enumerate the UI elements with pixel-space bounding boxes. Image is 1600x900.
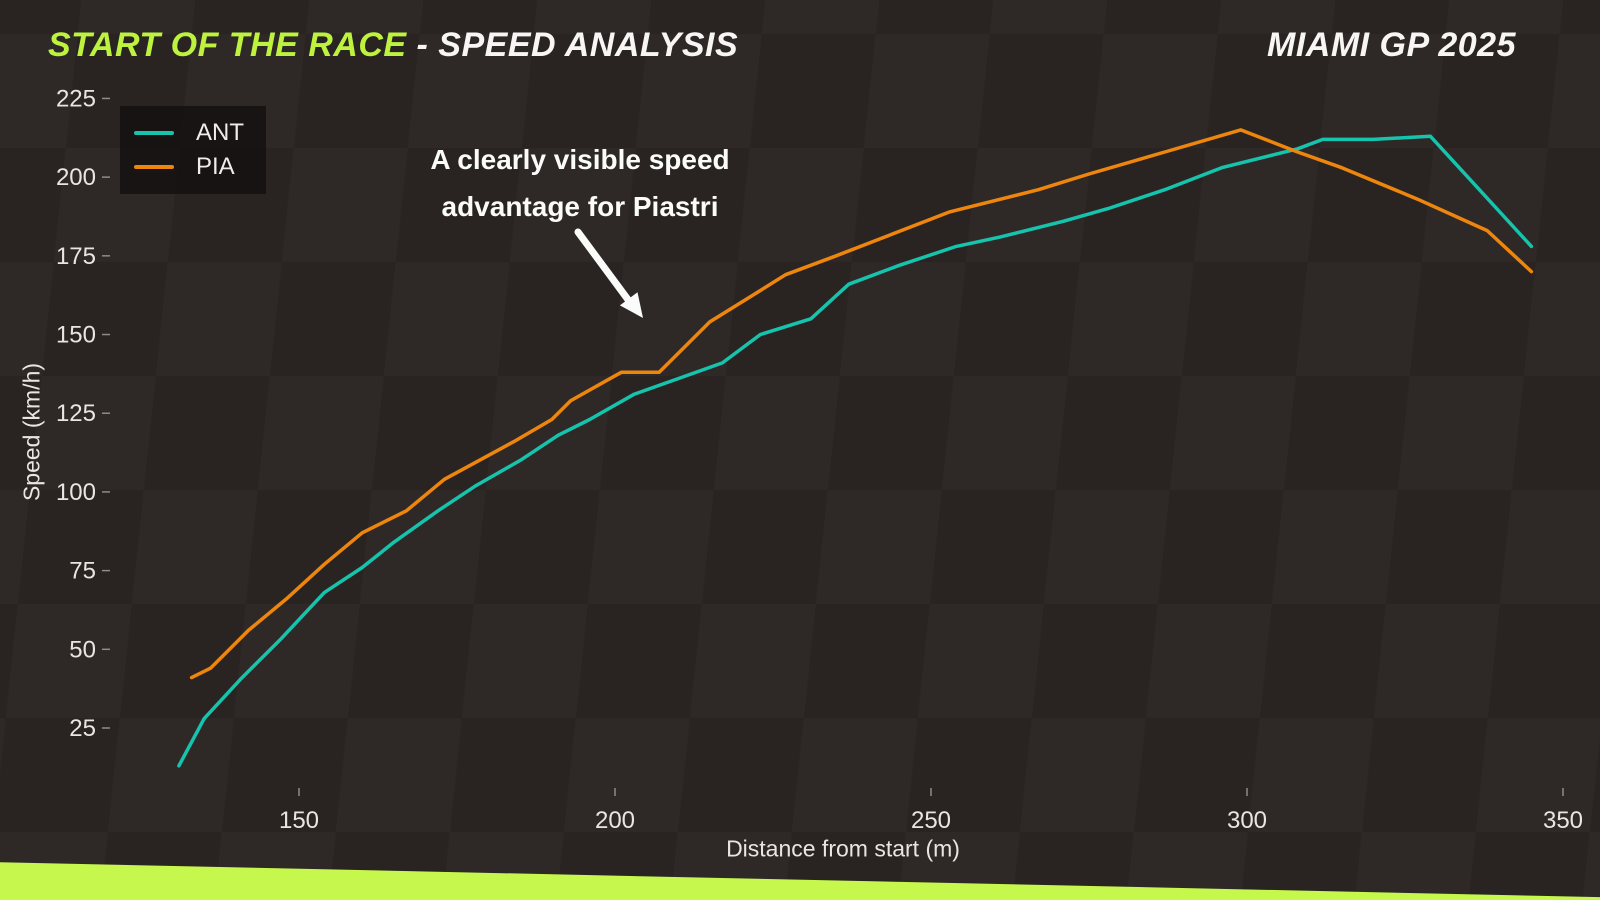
legend-label-pia: PIA: [196, 153, 235, 180]
y-tick-label: 75: [69, 558, 96, 585]
series-line-pia: [189, 128, 1534, 680]
x-tick-label: 300: [1227, 807, 1267, 834]
x-tick-label: 200: [595, 807, 635, 834]
x-tick-label: 350: [1543, 807, 1583, 834]
y-tick-label: 25: [69, 715, 96, 742]
x-axis-label: Distance from start (m): [726, 835, 960, 862]
annotation-arrow: [574, 228, 643, 318]
legend-item-pia: PIA: [134, 150, 252, 184]
series-lines: [177, 128, 1534, 768]
series-line-ant: [177, 134, 1534, 768]
annotation-text: A clearly visible speed advantage for Pi…: [430, 144, 730, 222]
y-tick-label: 100: [56, 479, 96, 506]
legend: ANT PIA: [120, 106, 266, 194]
legend-label-ant: ANT: [196, 119, 244, 146]
pia-line-swatch: [134, 165, 174, 169]
x-tick-label: 250: [911, 807, 951, 834]
page-title-rest: - SPEED ANALYSIS: [406, 26, 739, 64]
y-axis-label: Speed (km/h): [18, 362, 45, 502]
event-title: MIAMI GP 2025: [1267, 26, 1516, 64]
axis-ticks: 150 200 250 300 350 25 50 75 100 125 150 175 200 225: [56, 85, 1583, 834]
y-tick-label: 200: [56, 164, 96, 191]
ant-line-swatch: [134, 131, 174, 135]
page-title: START OF THE RACE - SPEED ANALYSIS: [48, 26, 738, 65]
y-tick-label: 150: [56, 322, 96, 349]
x-tick-label: 150: [279, 807, 319, 834]
legend-item-ant: ANT: [134, 116, 252, 150]
y-tick-label: 125: [56, 400, 96, 427]
y-tick-label: 225: [56, 85, 96, 112]
y-tick-label: 50: [69, 636, 96, 663]
page-title-highlight: START OF THE RACE: [48, 26, 407, 64]
y-tick-label: 175: [56, 243, 96, 270]
